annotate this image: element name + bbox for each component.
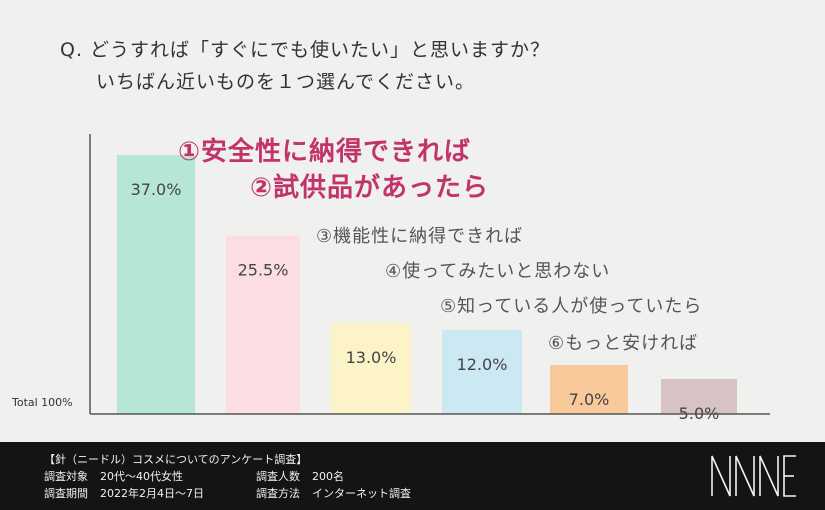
target-value: 20代〜40代女性 [100,470,183,483]
question-line-1: Q. どうすれば「すぐにでも使いたい」と思いますか？ [60,39,551,61]
bar-5 [550,365,628,414]
value-label-4: 12.0% [457,355,508,374]
category-label-6: ⑥もっと安ければ [548,333,698,354]
question: Q. どうすれば「すぐにでも使いたい」と思いますか？ いちばん近いものを１つ選ん… [60,34,550,98]
category-label-4: ④使ってみたいと思わない [385,261,610,282]
bar-2 [226,235,300,414]
category-label-2: ②試供品があったら [250,172,489,203]
period-label: 調査期間 [44,487,88,500]
bar-4 [442,330,522,414]
value-labels-group: 37.0%25.5%13.0% 12.0%7.0%5.0% [131,180,720,423]
category-label-3: ③機能性に納得できれば [316,226,523,247]
method-value: インターネット調査 [312,487,411,500]
category-label-1: ①安全性に納得できれば [178,136,471,167]
question-line-2: いちばん近いものを１つ選んでください。 [96,71,476,93]
bar-6 [661,379,737,414]
count-value: 200名 [312,470,344,483]
value-label-1: 37.0% [131,180,182,199]
count-label: 調査人数 [256,470,300,483]
category-label-5: ⑤知っている人が使っていたら [440,296,702,317]
category-labels-group: ①安全性に納得できれば ②試供品があったら ③機能性に納得できれば ④使ってみたいと思… [178,136,702,354]
method-label: 調査方法 [256,487,300,500]
value-label-2: 25.5% [238,261,289,280]
value-label-3: 13.0% [346,348,397,367]
period-value: 2022年2月4日〜7日 [100,487,204,500]
target-label: 調査対象 [44,470,88,483]
bar-1 [117,155,195,414]
survey-footer: 【針（ニードル）コスメについてのアンケート調査】 調査対象 20代〜40代女性 … [0,442,825,510]
bar-chart: 37.0%25.5%13.0% 12.0%7.0%5.0% ①安全性に納得できれば… [11,134,770,423]
bars-group [117,155,737,414]
y-axis-label: Total 100% [11,396,73,409]
brand-logo [711,455,796,497]
value-label-5: 7.0% [569,390,610,409]
bar-3 [331,323,411,414]
survey-title: 【針（ニードル）コスメについてのアンケート調査】 [44,453,308,466]
